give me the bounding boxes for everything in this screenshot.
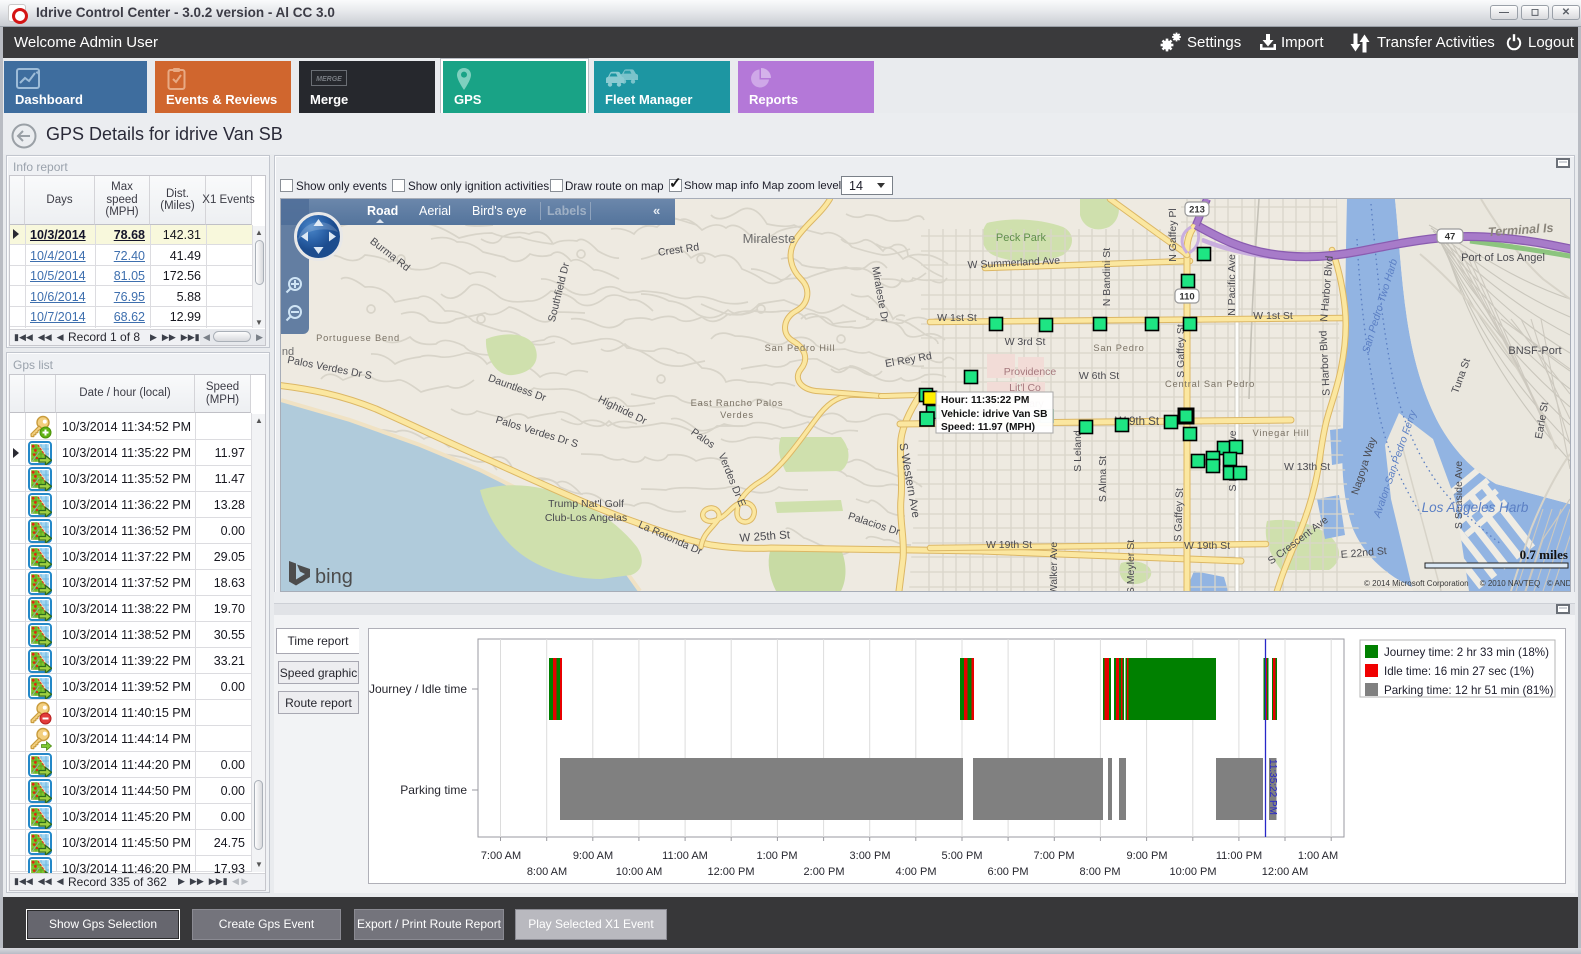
svg-text:5:00 PM: 5:00 PM — [942, 850, 983, 862]
svg-text:San Pedro: San Pedro — [1093, 343, 1144, 353]
svg-text:Journey time: 2 hr 33 min (18%: Journey time: 2 hr 33 min (18%) — [1384, 646, 1549, 659]
svg-text:Terminal Is: Terminal Is — [1488, 221, 1554, 240]
svg-text:213: 213 — [1189, 205, 1205, 216]
svg-text:Parking time: 12 hr 51 min (81: Parking time: 12 hr 51 min (81%) — [1384, 684, 1554, 697]
svg-text:E 22nd St: E 22nd St — [1340, 545, 1387, 561]
svg-text:12:00 AM: 12:00 AM — [1262, 866, 1308, 878]
svg-text:BNSF-Port: BNSF-Port — [1508, 345, 1561, 357]
svg-text:10:00 PM: 10:00 PM — [1169, 866, 1216, 878]
svg-text:N Bandini St: N Bandini St — [1101, 248, 1113, 306]
svg-text:W 13th St: W 13th St — [1284, 461, 1330, 473]
svg-text:2:00 PM: 2:00 PM — [804, 866, 845, 878]
svg-text:Miraleste: Miraleste — [743, 231, 796, 246]
svg-text:S Leland: S Leland — [1072, 430, 1084, 472]
svg-text:Hour: 11:35:22 PM: Hour: 11:35:22 PM — [941, 395, 1029, 406]
svg-text:1:00 AM: 1:00 AM — [1298, 850, 1338, 862]
svg-text:11:00 AM: 11:00 AM — [662, 850, 708, 862]
svg-text:3:00 PM: 3:00 PM — [850, 850, 891, 862]
svg-text:Idle time: 16 min 27 sec (1%): Idle time: 16 min 27 sec (1%) — [1384, 665, 1534, 678]
svg-text:Trump Nat'l Golf: Trump Nat'l Golf — [548, 498, 624, 510]
svg-text:9:00 AM: 9:00 AM — [573, 850, 613, 862]
svg-text:S Alma St: S Alma St — [1097, 456, 1109, 502]
svg-text:MERGE: MERGE — [316, 76, 342, 83]
svg-text:8:00 PM: 8:00 PM — [1080, 866, 1121, 878]
svg-text:East Rancho Palos: East Rancho Palos — [691, 398, 784, 408]
svg-text:W 1st St: W 1st St — [937, 312, 977, 324]
svg-text:11:00 PM: 11:00 PM — [1216, 850, 1262, 862]
svg-text:12:00 PM: 12:00 PM — [707, 866, 754, 878]
svg-text:© 2014 Microsoft Corporation: © 2014 Microsoft Corporation © 2010 NAVT… — [1364, 579, 1570, 588]
svg-text:W 3rd St: W 3rd St — [1005, 336, 1046, 348]
svg-text:San Pedro Hill: San Pedro Hill — [765, 343, 836, 353]
svg-text:Club-Los Angelas: Club-Los Angelas — [545, 512, 627, 524]
svg-text:110: 110 — [1179, 292, 1194, 303]
svg-text:S Harbor Blvd: S Harbor Blvd — [1317, 330, 1332, 396]
svg-text:Journey / Idle time: Journey / Idle time — [369, 682, 467, 696]
svg-text:4:00 PM: 4:00 PM — [896, 866, 937, 878]
svg-text:Parking time: Parking time — [400, 783, 467, 797]
svg-text:Los Angeles Harb: Los Angeles Harb — [1422, 500, 1529, 515]
svg-text:W 6th St: W 6th St — [1079, 370, 1119, 382]
svg-text:7:00 PM: 7:00 PM — [1034, 850, 1075, 862]
svg-text:Peck Park: Peck Park — [996, 232, 1047, 244]
svg-text:S Gaffey St: S Gaffey St — [1172, 488, 1186, 542]
svg-text:47: 47 — [1445, 232, 1456, 243]
svg-text:S Seaside Ave: S Seaside Ave — [1453, 461, 1465, 529]
svg-text:Port of Los Angel: Port of Los Angel — [1461, 252, 1545, 264]
svg-text:9:00 PM: 9:00 PM — [1127, 850, 1168, 862]
svg-text:S Gaffey St: S Gaffey St — [1175, 324, 1187, 378]
svg-text:W 19th St: W 19th St — [986, 539, 1032, 551]
svg-text:6:00 PM: 6:00 PM — [988, 866, 1029, 878]
svg-text:N Pacific Ave: N Pacific Ave — [1226, 254, 1238, 316]
svg-text:10:00 AM: 10:00 AM — [616, 866, 662, 878]
svg-text:N Gaffey Pl: N Gaffey Pl — [1167, 208, 1179, 262]
svg-text:Vinegar Hill: Vinegar Hill — [1253, 428, 1310, 438]
svg-text:Lit'l Co: Lit'l Co — [1009, 382, 1041, 394]
svg-text:bing: bing — [315, 566, 353, 588]
svg-text:Crest Rd: Crest Rd — [657, 241, 700, 259]
svg-text:Portuguese Bend: Portuguese Bend — [316, 333, 400, 343]
svg-text:W 19th St: W 19th St — [1184, 540, 1230, 552]
svg-text:7:00 AM: 7:00 AM — [481, 850, 521, 862]
svg-text:W 25th St: W 25th St — [739, 529, 791, 545]
svg-text:Providence: Providence — [1004, 366, 1057, 378]
svg-text:W Summerland Ave: W Summerland Ave — [967, 255, 1060, 272]
svg-text:nd: nd — [282, 346, 294, 358]
svg-text:S Meyler St: S Meyler St — [1125, 540, 1137, 591]
svg-text:1:00 PM: 1:00 PM — [757, 850, 798, 862]
svg-text:11:35:22 PM: 11:35:22 PM — [1267, 759, 1278, 815]
svg-text:8:00 AM: 8:00 AM — [527, 866, 567, 878]
svg-text:S Walker Ave: S Walker Ave — [1048, 542, 1060, 591]
svg-text:Central San Pedro: Central San Pedro — [1165, 379, 1255, 389]
svg-text:N Harbor Blvd: N Harbor Blvd — [1318, 255, 1336, 322]
svg-text:Speed: 11.97 (MPH): Speed: 11.97 (MPH) — [941, 422, 1035, 433]
svg-text:Verdes: Verdes — [720, 410, 754, 420]
svg-text:Vehicle: idrive Van SB: Vehicle: idrive Van SB — [941, 409, 1047, 420]
svg-text:W 1st St: W 1st St — [1253, 310, 1293, 322]
svg-text:0.7 miles: 0.7 miles — [1520, 547, 1568, 562]
